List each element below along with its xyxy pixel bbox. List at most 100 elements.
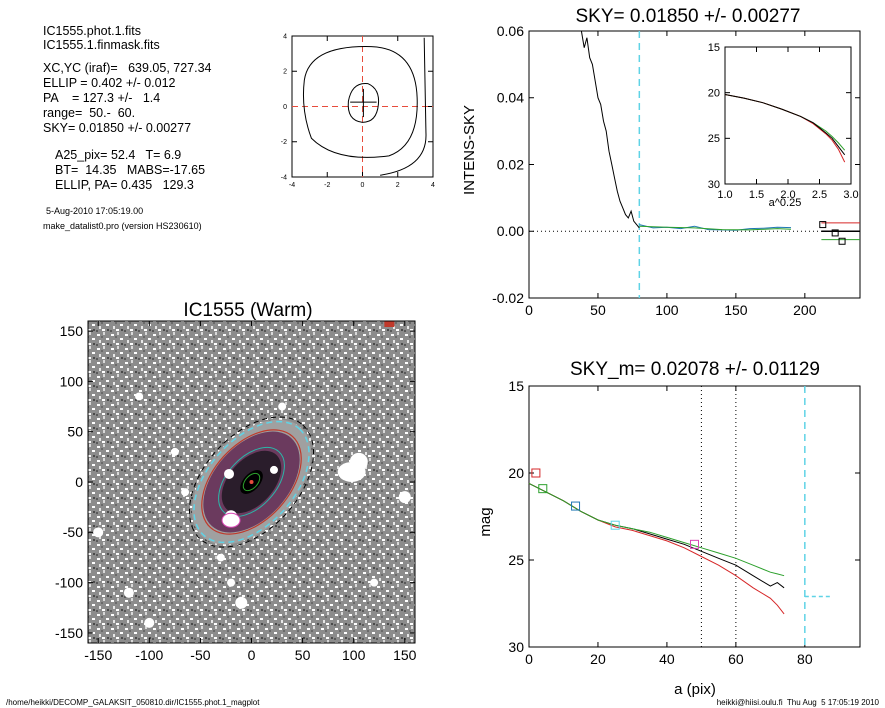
mag-plot-xtick-label: 40 <box>659 651 675 667</box>
inner-ellipse <box>242 472 261 492</box>
mag-plot-xlabel: a (pix) <box>674 681 716 698</box>
mid-ellipse <box>218 446 285 518</box>
center-plot-axes: -4 -2 0 2 4 -4 -2 0 2 4 <box>281 33 435 189</box>
info-line: range= 50.- 60. <box>43 106 136 120</box>
image-plot-ytick-label: 50 <box>67 424 83 440</box>
program-version: make_datalist0.pro (version HS230610) <box>43 221 202 231</box>
masked-star <box>123 587 134 598</box>
mag-plot-marks <box>528 386 833 647</box>
inset-xlabel: a^0.25 <box>769 197 802 209</box>
mag-plot-xtick-label: 60 <box>728 651 744 667</box>
sky-marker-square <box>838 237 846 245</box>
galaxy-image <box>88 321 415 643</box>
mag-plot-frame <box>528 385 861 648</box>
inset-xtick-label: 2.0 <box>780 189 795 201</box>
center-plot-ytick-label: -4 <box>281 174 287 181</box>
sky-marker-square <box>831 229 839 237</box>
center-plot-xtick-label: 4 <box>431 182 435 189</box>
image-plot-axes: -150 -100 -50 0 50 100 150 -150 -100 -50 0 50 100 150 <box>55 320 417 663</box>
mag-plot-ytick-label: 15 <box>508 378 524 394</box>
edge-contour <box>380 37 427 176</box>
image-plot: IC1555 (Warm) -150 -100 -50 0 50 100 150-150-1… <box>55 300 417 663</box>
mag-plot-xtick-label: 20 <box>590 651 606 667</box>
info-line: IC1555.1.finmask.fits <box>43 38 160 52</box>
masked-star-outline <box>221 512 241 528</box>
inset-ytick-label: 15 <box>708 42 720 54</box>
center-plot-ytick-label: 0 <box>283 104 287 111</box>
center-plot-ytick-label: 2 <box>283 69 287 76</box>
image-plot-title: IC1555 (Warm) <box>183 300 312 321</box>
image-plot-ytick-label: 150 <box>60 323 84 339</box>
footer-path: /home/heikki/DECOMP_GALAKSIT_050810.dir/… <box>6 698 260 707</box>
info-line: PA = 127.3 +/- 1.4 <box>43 91 161 105</box>
sky-plot-ytick-label: 0.06 <box>497 23 524 39</box>
image-plot-xtick-label: 150 <box>393 647 417 663</box>
image-plot-ytick-label: -150 <box>55 625 83 641</box>
sky-profile-line <box>639 225 792 231</box>
image-plot-xtick-label: -100 <box>135 647 163 663</box>
masked-star <box>398 491 411 504</box>
outer-ellipse <box>188 416 315 548</box>
masked-star <box>269 465 278 474</box>
inset-ytick-label: 20 <box>708 88 720 100</box>
mag-marker-square <box>538 484 548 494</box>
mag-marker-square <box>690 539 699 549</box>
sky-plot-xtick-label: 100 <box>655 302 679 318</box>
info-line: IC1555.phot.1.fits <box>43 24 141 38</box>
mag-plot-axes: 0 20 40 60 80 15 20 25 30 <box>508 378 861 667</box>
inset-profile-line <box>724 94 846 156</box>
center-plot: -4 -2 0 2 4 -4 -2 0 2 4 <box>281 33 435 189</box>
masked-star <box>235 596 248 609</box>
masked-star <box>278 402 287 411</box>
inset-profile-line <box>724 94 846 163</box>
masked-region <box>337 461 366 482</box>
info-line: ELLIP = 0.402 +/- 0.012 <box>43 76 176 90</box>
sky-plot-marks <box>529 30 860 298</box>
mag-plot: SKY_m= 0.02078 +/- 0.01129 mag a (pix) 0… <box>477 359 861 698</box>
mag-marker-square <box>610 520 620 530</box>
mag-plot-xtick-label: 0 <box>525 651 533 667</box>
sky-plot-xtick-label: 50 <box>590 302 606 318</box>
sky-plot-ytick-label: -0.02 <box>492 290 524 306</box>
center-plot-xtick-label: 2 <box>396 182 400 189</box>
info-line: A25_pix= 52.4 T= 6.9 <box>55 148 182 162</box>
mag-marker-square <box>571 501 581 511</box>
masked-star <box>135 392 144 401</box>
sky-plot-xtick-label: 0 <box>525 302 533 318</box>
inset-ytick-label: 25 <box>708 133 720 145</box>
image-plot-ytick-label: 0 <box>75 474 83 490</box>
info-line: ELLIP, PA= 0.435 129.3 <box>55 178 194 192</box>
mag-plot-xtick-label: 80 <box>797 651 813 667</box>
sky-plot-ytick-label: 0.02 <box>497 156 524 172</box>
inset-ytick-label: 30 <box>708 179 720 191</box>
inset-profile-line <box>724 94 846 151</box>
sky-plot-ytick-label: 0.04 <box>497 90 524 106</box>
center-dot <box>249 480 254 484</box>
image-plot-xtick-label: 50 <box>295 647 311 663</box>
mag-plot-ytick-label: 25 <box>508 552 524 568</box>
footer-host: heikki@hiisi.oulu.fi Thu Aug 5 17:05:19 … <box>716 698 879 707</box>
image-plot-ytick-label: -100 <box>55 575 83 591</box>
center-plot-ytick-label: 4 <box>283 33 287 40</box>
sky-profile-line <box>580 30 640 229</box>
masked-star <box>227 578 236 587</box>
a25-ellipse <box>201 429 302 535</box>
masked-star <box>216 553 225 562</box>
masked-star <box>370 578 379 587</box>
mag-plot-title: SKY_m= 0.02078 +/- 0.01129 <box>570 359 820 380</box>
mag-profile-line <box>528 482 785 577</box>
sky-plot: SKY= 0.01850 +/- 0.00277 INTENS-SKY 0 50 1… <box>461 6 861 318</box>
inset-frame <box>724 46 852 185</box>
center-plot-xtick-label: -4 <box>289 182 295 189</box>
inset-xtick-label: 2.5 <box>812 189 827 201</box>
center-plot-ytick-label: -2 <box>281 139 287 146</box>
mag-marker-square <box>531 468 541 478</box>
center-plot-xtick-label: 0 <box>361 182 365 189</box>
mag-plot-ylabel: mag <box>477 507 494 536</box>
sky-plot-frame <box>528 30 861 299</box>
mag-plot-ytick-label: 20 <box>508 465 524 481</box>
sky-plot-ytick-label: 0.00 <box>497 223 524 239</box>
info-line: XC,YC (iraf)= 639.05, 727.34 <box>43 61 212 75</box>
sky-plot-xtick-label: 200 <box>793 302 817 318</box>
masked-star <box>170 447 179 456</box>
